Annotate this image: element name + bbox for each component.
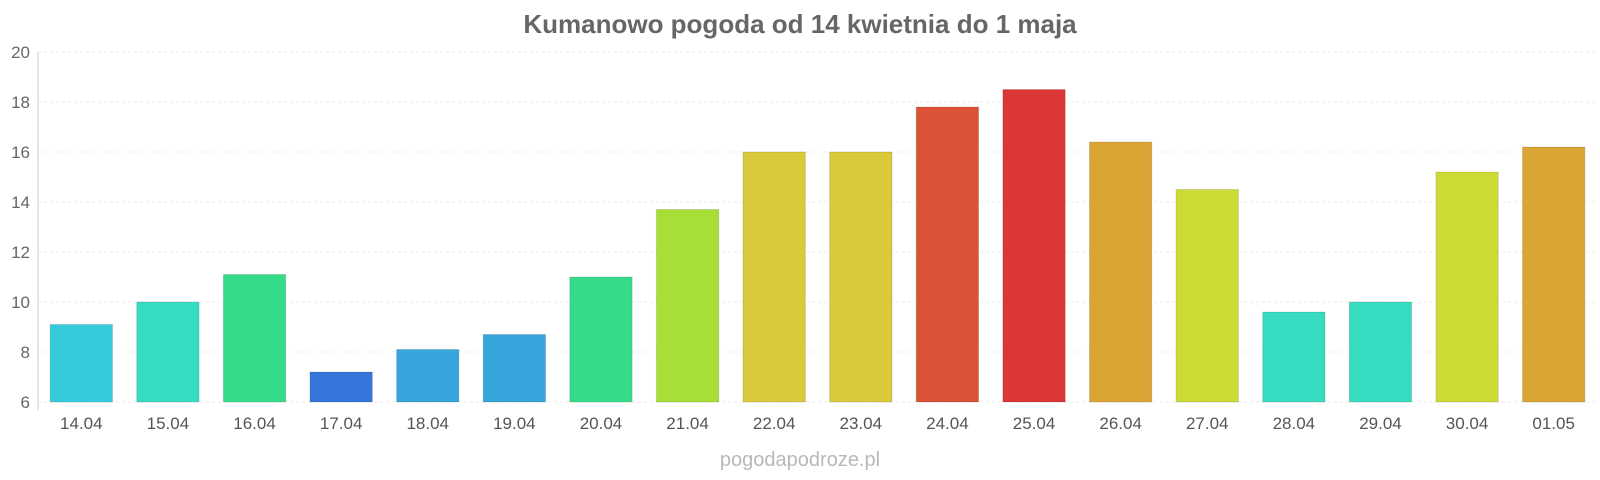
y-tick-label: 12 <box>11 243 30 262</box>
y-tick-label: 18 <box>11 93 30 112</box>
x-tick-label: 01.05 <box>1532 414 1575 433</box>
x-tick-label: 20.04 <box>580 414 623 433</box>
bar <box>1262 311 1326 403</box>
bar <box>222 274 287 403</box>
x-tick-label: 23.04 <box>840 414 883 433</box>
x-tick-label: 29.04 <box>1359 414 1402 433</box>
bar <box>1088 141 1153 403</box>
y-axis-ticks: 6 8 10 12 14 16 18 20 <box>11 43 30 412</box>
bar <box>569 276 633 403</box>
x-tick-label: 16.04 <box>233 414 276 433</box>
bar <box>1002 89 1066 403</box>
x-axis-ticks: 14.04 15.04 16.04 17.04 18.04 19.04 20.04 21.04… <box>60 414 1575 433</box>
x-tick-label: 28.04 <box>1273 414 1316 433</box>
x-tick-label: 30.04 <box>1446 414 1489 433</box>
bar <box>1175 189 1239 403</box>
bar <box>915 106 980 403</box>
bar <box>309 371 373 403</box>
x-tick-label: 24.04 <box>926 414 969 433</box>
y-tick-label: 16 <box>11 143 30 162</box>
bar <box>49 324 113 403</box>
y-tick-label: 10 <box>11 293 30 312</box>
y-tick-label: 8 <box>21 343 30 362</box>
bar <box>1522 146 1586 403</box>
bar <box>742 151 806 403</box>
watermark-text: pogodapodroze.pl <box>720 449 880 471</box>
grid-lines <box>38 51 1597 403</box>
bar <box>1435 171 1499 403</box>
x-tick-label: 25.04 <box>1013 414 1056 433</box>
bar <box>829 151 893 403</box>
bar <box>396 349 460 403</box>
x-tick-label: 15.04 <box>147 414 190 433</box>
chart-title: Kumanowo pogoda od 14 kwietnia do 1 maja <box>523 9 1077 39</box>
x-tick-label: 22.04 <box>753 414 796 433</box>
y-tick-label: 20 <box>11 43 30 62</box>
bar <box>655 209 720 403</box>
bar <box>136 301 200 403</box>
bar <box>1348 301 1413 403</box>
x-tick-label: 26.04 <box>1099 414 1142 433</box>
y-tick-label: 6 <box>21 393 30 412</box>
x-tick-label: 14.04 <box>60 414 103 433</box>
bar <box>482 334 547 403</box>
x-tick-label: 19.04 <box>493 414 536 433</box>
x-tick-label: 27.04 <box>1186 414 1229 433</box>
bars <box>49 89 1586 403</box>
x-tick-label: 17.04 <box>320 414 363 433</box>
x-tick-label: 18.04 <box>406 414 449 433</box>
y-tick-label: 14 <box>11 193 30 212</box>
x-tick-label: 21.04 <box>666 414 709 433</box>
